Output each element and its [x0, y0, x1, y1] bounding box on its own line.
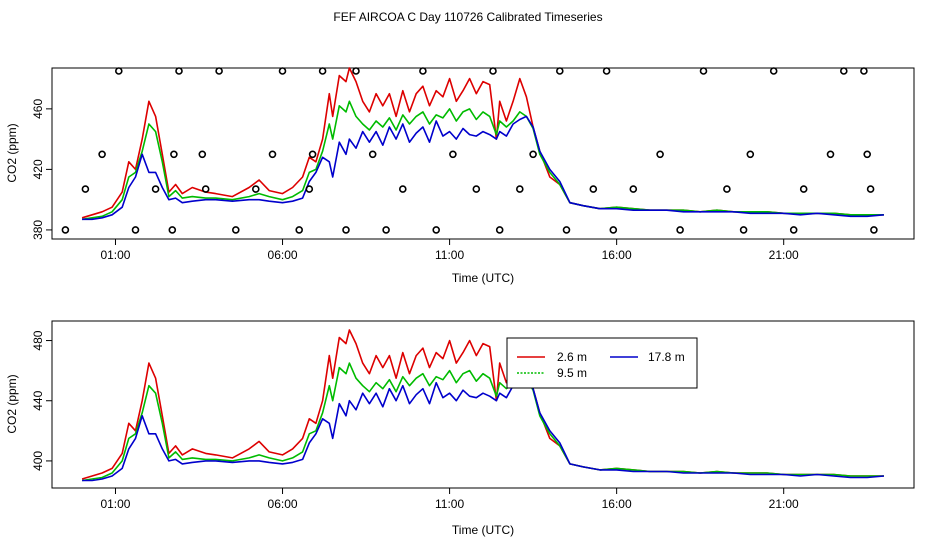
flag-marker — [589, 185, 598, 193]
legend-box — [506, 337, 698, 389]
flag-marker — [863, 150, 872, 159]
flag-marker — [198, 150, 207, 159]
flag-marker — [175, 67, 183, 75]
flag-marker — [769, 67, 778, 75]
series-line-17-8-m — [82, 377, 884, 482]
flag-marker — [170, 150, 178, 159]
flag-marker — [839, 67, 848, 75]
flag-marker — [609, 226, 618, 234]
flag-marker — [432, 226, 441, 234]
flag-marker — [656, 150, 664, 159]
x-tick-label: 11:00 — [435, 248, 464, 262]
flag-marker — [318, 67, 327, 75]
flag-marker — [61, 226, 70, 234]
flag-marker — [676, 226, 684, 234]
x-tick-label: 01:00 — [100, 248, 130, 262]
x-tick-label: 16:00 — [602, 497, 632, 511]
flag-marker — [278, 67, 287, 75]
flag-marker — [308, 150, 317, 159]
flag-marker — [495, 226, 504, 234]
x-axis-label-top: Time (UTC) — [452, 271, 514, 285]
flag-marker — [866, 185, 875, 193]
y-axis-label-top: CO2 (ppm) — [5, 123, 19, 182]
flag-marker — [789, 226, 798, 234]
flag-marker — [723, 185, 731, 193]
series-line-2-6-m — [81, 67, 884, 219]
legend-label-2-6m: 2.6 m — [557, 350, 587, 364]
flag-marker — [515, 185, 524, 193]
series-group-top — [81, 67, 884, 221]
x-axis-label-bottom: Time (UTC) — [452, 523, 514, 537]
flag-marker — [746, 150, 755, 159]
x-tick-label: 16:00 — [602, 248, 632, 262]
flag-marker — [342, 226, 350, 234]
flag-marker — [305, 185, 314, 193]
flag-marker — [151, 185, 160, 193]
panel-bottom: 01:00 06:00 11:00 16:00 21:00 400 440 480 Time… — [5, 320, 915, 537]
series-line-2-6-m — [81, 329, 884, 480]
flag-marker — [629, 185, 638, 193]
flag-marker — [826, 150, 835, 159]
y-axis-bottom: 400 440 480 — [31, 330, 52, 471]
y-tick-label: 380 — [31, 220, 45, 240]
y-tick-label: 460 — [31, 99, 45, 119]
flag-marker — [419, 67, 427, 75]
flag-marker — [131, 226, 140, 234]
y-tick-label: 400 — [31, 451, 45, 471]
y-tick-label: 480 — [31, 330, 45, 350]
y-axis-label-bottom: CO2 (ppm) — [5, 374, 19, 433]
x-axis-bottom: 01:00 06:00 11:00 16:00 21:00 — [100, 488, 799, 511]
flag-marker — [739, 226, 748, 234]
x-tick-label: 06:00 — [268, 248, 298, 262]
flag-marker — [799, 185, 808, 193]
flag-marker — [398, 185, 407, 193]
flag-marker — [699, 67, 708, 75]
flag-marker — [529, 150, 537, 159]
flag-marker — [252, 185, 260, 193]
flag-marker — [352, 67, 360, 75]
flag-marker — [870, 226, 878, 234]
flag-marker — [472, 185, 481, 193]
flag-marker — [201, 185, 210, 193]
x-tick-label: 21:00 — [769, 497, 799, 511]
flag-markers — [61, 67, 878, 234]
flag-marker — [489, 67, 497, 75]
y-tick-label: 420 — [31, 159, 45, 179]
flag-marker — [555, 67, 564, 75]
flag-marker — [295, 226, 304, 234]
series-group-bottom — [81, 329, 884, 482]
flag-marker — [232, 226, 240, 234]
flag-marker — [268, 150, 277, 159]
x-tick-label: 01:00 — [100, 497, 130, 511]
x-tick-label: 21:00 — [769, 248, 799, 262]
series-line-17-8-m — [82, 115, 884, 221]
flag-marker — [368, 150, 377, 159]
plot-frame-top — [51, 67, 915, 240]
plot-frame-bottom — [51, 320, 915, 489]
series-line-9-5-m — [81, 362, 884, 482]
y-axis-top: 380 420 460 — [31, 99, 52, 240]
flag-marker — [449, 150, 457, 159]
x-tick-label: 06:00 — [268, 497, 298, 511]
flag-marker — [860, 67, 868, 75]
flag-marker — [215, 67, 223, 75]
x-tick-label: 11:00 — [435, 497, 464, 511]
flag-marker — [562, 226, 571, 234]
legend-label-9-5m: 9.5 m — [557, 366, 587, 380]
panel-top: 01:00 06:00 11:00 16:00 21:00 380 420 460 Time… — [5, 67, 915, 285]
flag-marker — [81, 185, 90, 193]
flag-marker — [115, 67, 123, 75]
figure-title: FEF AIRCOA C Day 110726 Calibrated Times… — [333, 10, 602, 24]
legend: 2.6 m 9.5 m 17.8 m — [506, 337, 698, 389]
y-tick-label: 440 — [31, 390, 45, 410]
series-line-9-5-m — [81, 100, 884, 221]
flag-marker — [602, 67, 611, 75]
legend-label-17-8m: 17.8 m — [648, 350, 685, 364]
flag-marker — [98, 150, 106, 159]
x-axis-top: 01:00 06:00 11:00 16:00 21:00 — [100, 239, 799, 262]
flag-marker — [382, 226, 390, 234]
flag-marker — [168, 226, 177, 234]
